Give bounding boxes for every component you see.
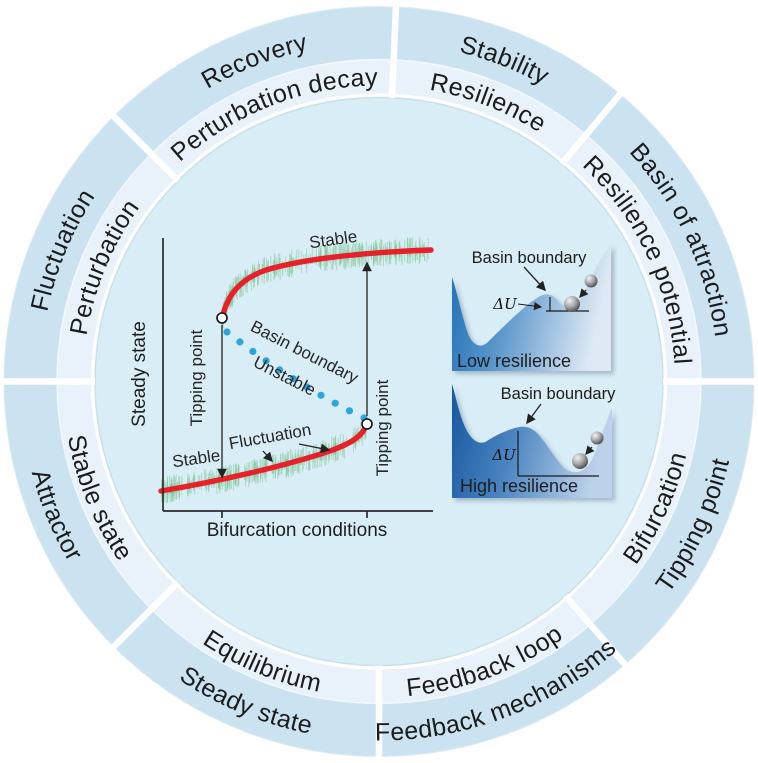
basin-diagram-low-resilience: Basin boundary ΔU Low resilience xyxy=(452,243,611,371)
delta-u-label-high: ΔU xyxy=(491,446,517,464)
stable-branch-lower xyxy=(158,423,369,494)
basin-boundary-arrow-low xyxy=(523,266,546,292)
basin-boundary-label-high: Basin boundary xyxy=(501,385,616,403)
stable-branch-upper xyxy=(219,247,434,322)
delta-u-leader-low xyxy=(517,302,543,311)
high-resilience-title: High resilience xyxy=(460,476,578,496)
ring-divider xyxy=(559,89,625,167)
x-axis-label: Bifurcation conditions xyxy=(207,520,388,541)
center-disc xyxy=(95,97,663,666)
ball-upper-low xyxy=(584,274,598,288)
ball-in-basin-low xyxy=(564,296,580,312)
potential-landscape-low xyxy=(452,243,611,371)
ring-divider xyxy=(562,593,630,669)
basin-diagram-high-resilience: Basin boundary ΔU High resilience xyxy=(452,384,616,498)
ball-roll-arrow-low xyxy=(579,288,589,299)
tipping-point-label-right: Tipping point xyxy=(373,379,392,476)
basin-boundary-arrow-high xyxy=(526,403,542,425)
tipping-point-label-left: Tipping point xyxy=(187,329,206,426)
ring-divider xyxy=(109,111,181,183)
ball-upper-high xyxy=(590,431,604,445)
fluctuation-arrow-long xyxy=(298,443,331,454)
tipping-point-marker-right xyxy=(361,418,373,430)
ball-in-basin-high xyxy=(572,453,588,469)
y-axis-label: Steady state xyxy=(129,321,150,427)
ring-divider xyxy=(109,580,181,652)
delta-u-label-low: ΔU xyxy=(492,295,518,313)
ball-roll-arrow-high xyxy=(585,445,595,456)
ring-divider xyxy=(388,3,400,98)
low-resilience-title: Low resilience xyxy=(457,351,571,371)
term-ring: Stability Resilience Basin of attraction… xyxy=(1,3,757,760)
tipping-point-marker-left xyxy=(216,312,228,324)
basin-boundary-label-low: Basin boundary xyxy=(472,249,587,267)
potential-landscape-high xyxy=(452,384,612,498)
fluctuation-arrow-short xyxy=(262,450,273,463)
ring-segment-dividers xyxy=(1,3,757,760)
